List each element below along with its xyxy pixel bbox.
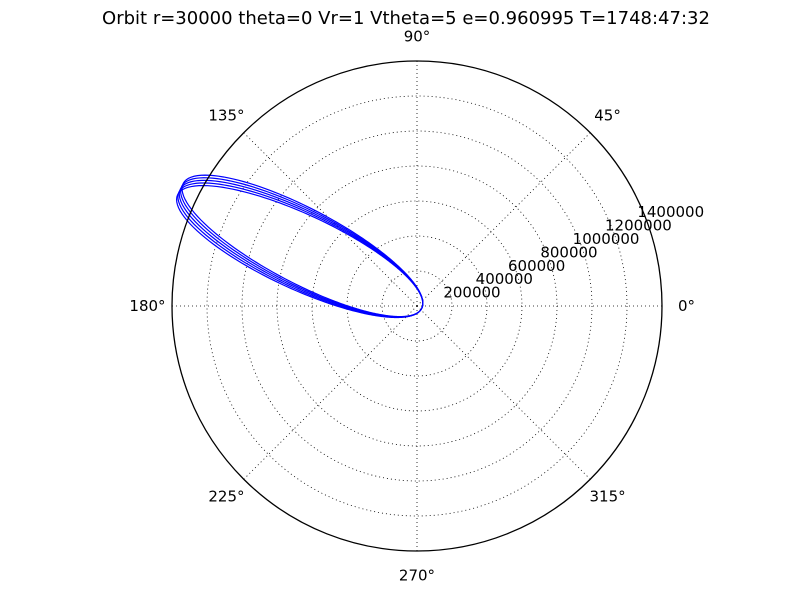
radial-gridline: [206, 95, 628, 517]
radial-gridline: [346, 235, 488, 377]
angle-tick-label: 315°: [589, 488, 625, 506]
angle-tick-label: 90°: [404, 28, 431, 46]
orbit-line: [181, 174, 424, 318]
radial-tick-label: 1400000: [637, 203, 704, 221]
orbit-line: [178, 179, 424, 318]
angle-tick-label: 270°: [399, 567, 435, 585]
angle-tick-label: 225°: [208, 488, 244, 506]
radial-gridline: [381, 270, 453, 342]
radial-tick-label: 1200000: [605, 217, 672, 235]
radial-tick-label: 600000: [508, 257, 565, 275]
angle-tick-label: 0°: [678, 297, 695, 315]
chart-title: Orbit r=30000 theta=0 Vr=1 Vtheta=5 e=0.…: [102, 8, 710, 29]
angular-gridline: [243, 305, 418, 480]
angular-gridline: [416, 132, 591, 307]
radial-tick-label: 400000: [476, 270, 533, 288]
angle-tick-label: 45°: [594, 106, 621, 124]
polar-frame: [171, 60, 663, 552]
radial-tick-label: 200000: [443, 284, 500, 302]
radial-tick-label: 1000000: [573, 230, 640, 248]
radial-tick-label: 800000: [540, 243, 597, 261]
orbit-line: [175, 184, 424, 319]
angle-tick-label: 135°: [208, 106, 244, 124]
angle-tick-label: 180°: [129, 297, 165, 315]
angular-gridline: [416, 305, 591, 480]
radial-gridline: [241, 130, 593, 482]
angular-gridline: [243, 132, 418, 307]
